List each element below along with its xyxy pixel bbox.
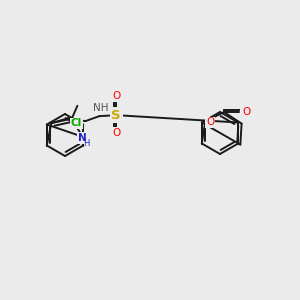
Text: O: O — [112, 128, 120, 138]
Text: Cl: Cl — [70, 118, 82, 128]
Text: NH: NH — [92, 103, 108, 113]
Text: O: O — [112, 91, 120, 101]
Text: N: N — [78, 133, 87, 143]
Text: H: H — [83, 139, 90, 148]
Text: O: O — [242, 107, 250, 117]
Text: O: O — [206, 117, 214, 128]
Text: S: S — [112, 109, 121, 122]
